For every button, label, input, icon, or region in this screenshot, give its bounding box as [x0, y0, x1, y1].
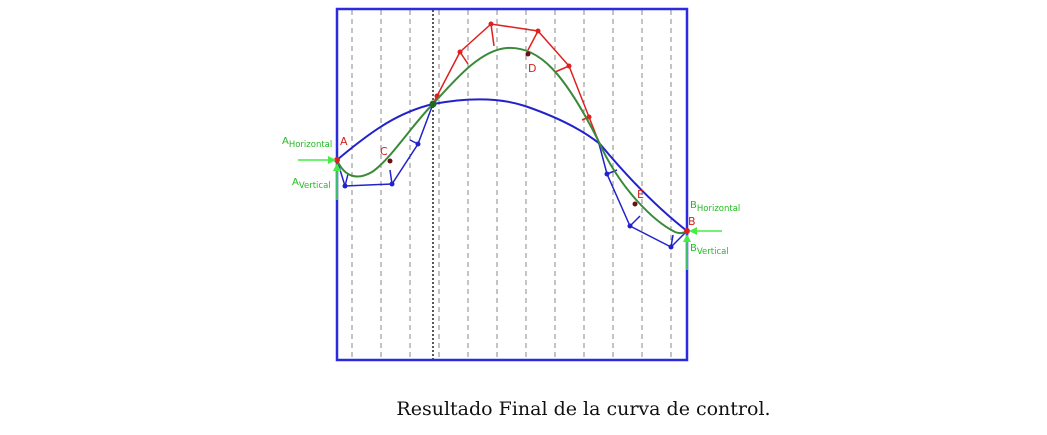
red-polygon — [432, 23, 599, 141]
label-b-horizontal: BHorizontal — [690, 200, 740, 214]
label-e: E — [637, 188, 644, 201]
vertical-grid-lines — [351, 10, 672, 360]
b-vertical-arrow — [683, 234, 691, 270]
point-b-marker — [684, 228, 690, 234]
label-a: A — [340, 135, 348, 148]
label-a-horizontal: AHorizontal — [282, 136, 332, 150]
junction-point-marker — [429, 100, 437, 108]
a-horizontal-arrow — [298, 156, 336, 164]
label-a-vertical: AVertical — [292, 177, 331, 191]
a-vertical-arrow — [333, 163, 341, 200]
point-e-marker — [632, 201, 638, 207]
label-c: C — [380, 145, 388, 158]
point-c-marker — [387, 158, 393, 164]
blue-control-points — [342, 141, 674, 250]
b-horizontal-arrow — [689, 227, 722, 235]
green-result-curve — [336, 46, 688, 235]
label-d: D — [528, 62, 536, 75]
label-b: B — [688, 215, 696, 228]
blue-curve — [336, 98, 688, 232]
figure-caption: Resultado Final de la curva de control. — [396, 398, 771, 420]
blue-normal-ticks — [344, 139, 674, 248]
label-b-vertical: BVertical — [690, 243, 729, 257]
point-d-marker — [525, 51, 531, 57]
point-a-marker — [334, 157, 340, 163]
red-control-points — [434, 21, 592, 120]
